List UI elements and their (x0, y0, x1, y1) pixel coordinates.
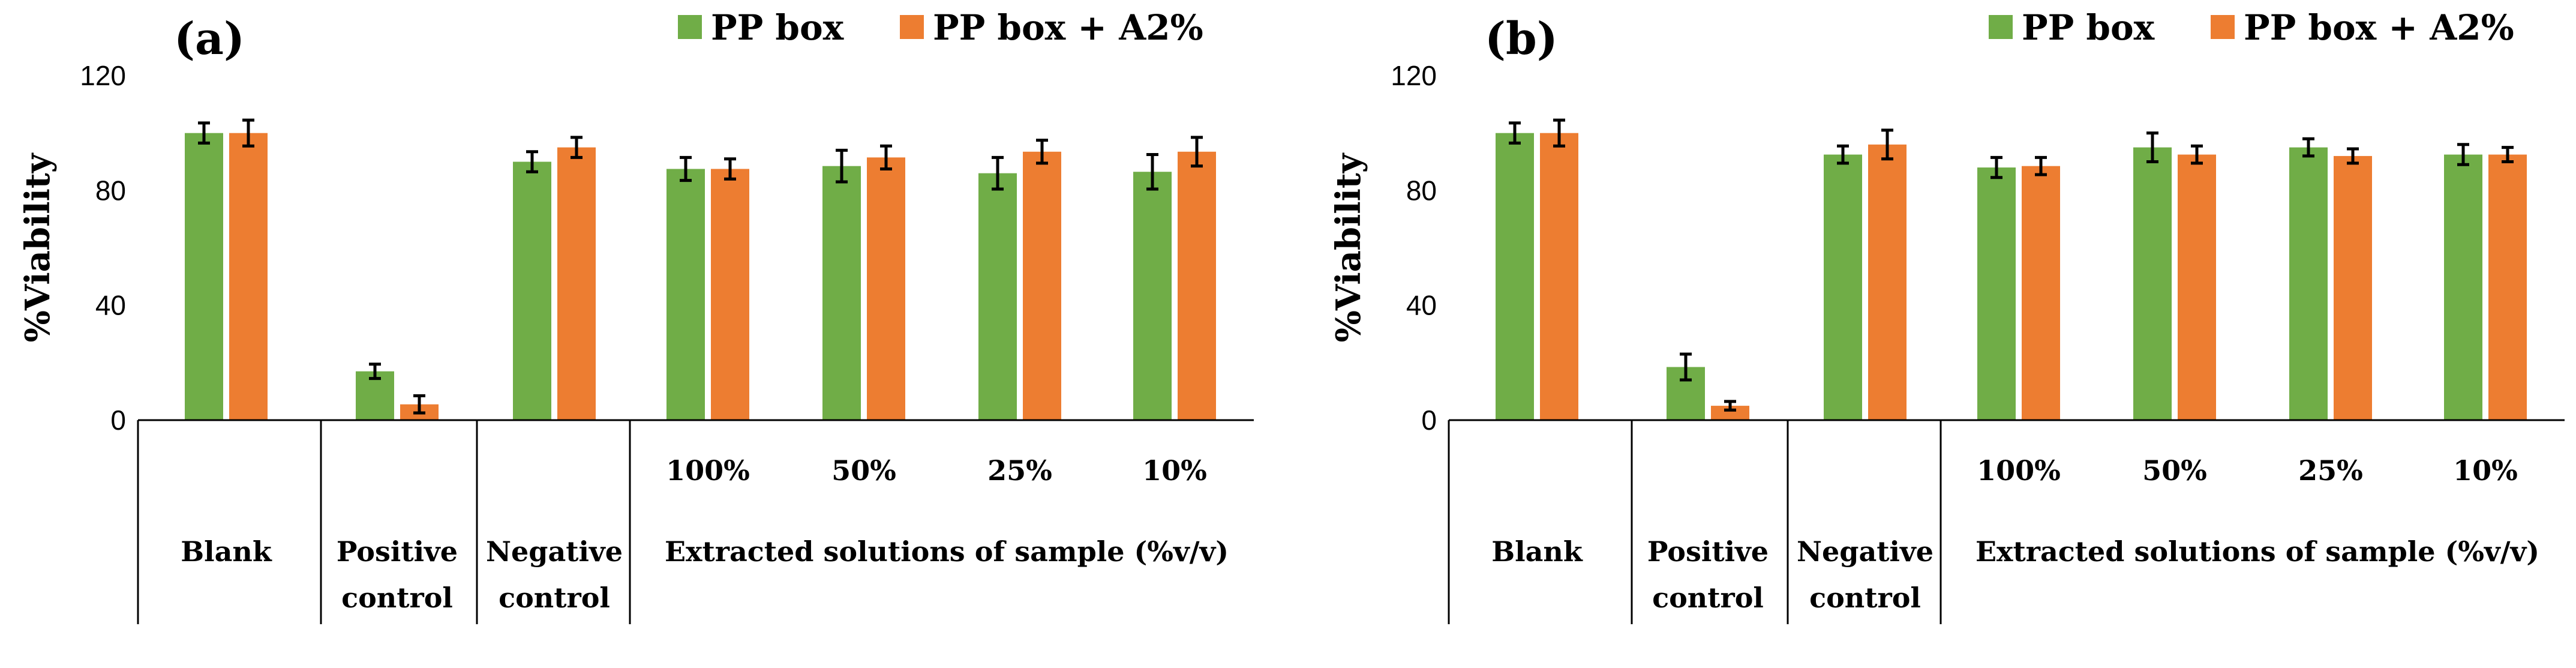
x-category-label: 10% (2453, 454, 2518, 487)
legend-swatch-pp-box (678, 15, 702, 39)
x-category-label: 50% (831, 454, 896, 487)
bar-pp-box-a2-2 (557, 147, 596, 421)
x-group-label-blank: Blank (181, 535, 272, 568)
x-group-label-positive: control (1652, 582, 1764, 614)
x-group-label-positive: Positive (1647, 535, 1769, 568)
bar-pp-box-a2-5 (1023, 151, 1061, 420)
bar-pp-box-a2-1 (1711, 406, 1749, 420)
bar-pp-box-2 (513, 161, 551, 420)
bar-pp-box-6 (2444, 154, 2482, 420)
y-tick-label: 40 (95, 290, 126, 321)
legend-label-pp-box-a2: PP box + A2% (2244, 7, 2514, 48)
x-group-label-negative: control (1809, 582, 1921, 614)
x-category-label: 100% (1977, 454, 2061, 487)
bar-pp-box-a2-6 (2488, 154, 2527, 420)
x-category-label: 100% (666, 454, 750, 487)
x-group-label-positive: Positive (337, 535, 458, 568)
y-axis-label: %Viability (18, 152, 58, 342)
bar-pp-box-5 (978, 173, 1017, 420)
bar-pp-box-2 (1824, 154, 1862, 420)
y-tick-label: 0 (1421, 405, 1437, 436)
bar-pp-box-a2-4 (2178, 154, 2216, 420)
x-group-label-extracted: Extracted solutions of sample (%v/v) (1975, 535, 2539, 568)
bar-pp-box-4 (2133, 147, 2172, 421)
bar-pp-box-4 (822, 166, 861, 420)
chart-panel-a: (a) PP box PP box + A2% %Viability 0 40 80 120 1… (18, 7, 1254, 624)
x-group-label-negative: control (499, 582, 610, 614)
bar-pp-box-a2-5 (2334, 155, 2372, 420)
y-tick-label: 120 (1391, 60, 1437, 91)
bar-pp-box-0 (185, 133, 223, 420)
bar-pp-box-a2-2 (1868, 144, 1907, 421)
panel-label: (b) (1485, 13, 1558, 65)
legend-swatch-pp-box (1989, 15, 2013, 39)
bar-pp-box-a2-0 (1540, 133, 1578, 420)
bar-pp-box-a2-6 (1178, 151, 1216, 420)
bar-pp-box-3 (666, 169, 705, 420)
bar-pp-box-5 (2289, 147, 2328, 421)
x-category-label: 25% (987, 454, 1052, 487)
y-tick-label: 40 (1406, 290, 1437, 321)
panel-label: (a) (174, 13, 245, 65)
legend-swatch-pp-box-a2 (900, 15, 924, 39)
y-tick-label: 80 (95, 175, 126, 206)
bar-pp-box-a2-4 (867, 157, 905, 420)
y-axis-label: %Viability (1329, 152, 1368, 342)
x-group-label-negative: Negative (1797, 535, 1933, 568)
bar-pp-box-a2-3 (2022, 166, 2060, 420)
bar-pp-box-a2-3 (711, 169, 749, 420)
y-tick-label: 120 (80, 60, 126, 91)
legend-label-pp-box: PP box (2022, 7, 2155, 48)
legend-label-pp-box-a2: PP box + A2% (933, 7, 1203, 48)
x-category-label: 50% (2142, 454, 2207, 487)
x-group-label-negative: Negative (486, 535, 623, 568)
chart-panel-b: (b) PP box PP box + A2% %Viability 0 40 80 120 1… (1329, 7, 2565, 624)
x-group-label-positive: control (341, 582, 453, 614)
x-category-label: 25% (2298, 454, 2363, 487)
y-tick-label: 0 (110, 405, 126, 436)
legend-label-pp-box: PP box (711, 7, 844, 48)
bar-pp-box-a2-0 (229, 133, 268, 420)
bar-pp-box-0 (1496, 133, 1534, 420)
bar-pp-box-6 (1133, 172, 1172, 420)
legend-swatch-pp-box-a2 (2211, 15, 2235, 39)
y-tick-label: 80 (1406, 175, 1437, 206)
x-group-label-blank: Blank (1491, 535, 1583, 568)
x-category-label: 10% (1142, 454, 1207, 487)
x-group-label-extracted: Extracted solutions of sample (%v/v) (665, 535, 1229, 568)
bar-pp-box-3 (1977, 167, 2016, 420)
